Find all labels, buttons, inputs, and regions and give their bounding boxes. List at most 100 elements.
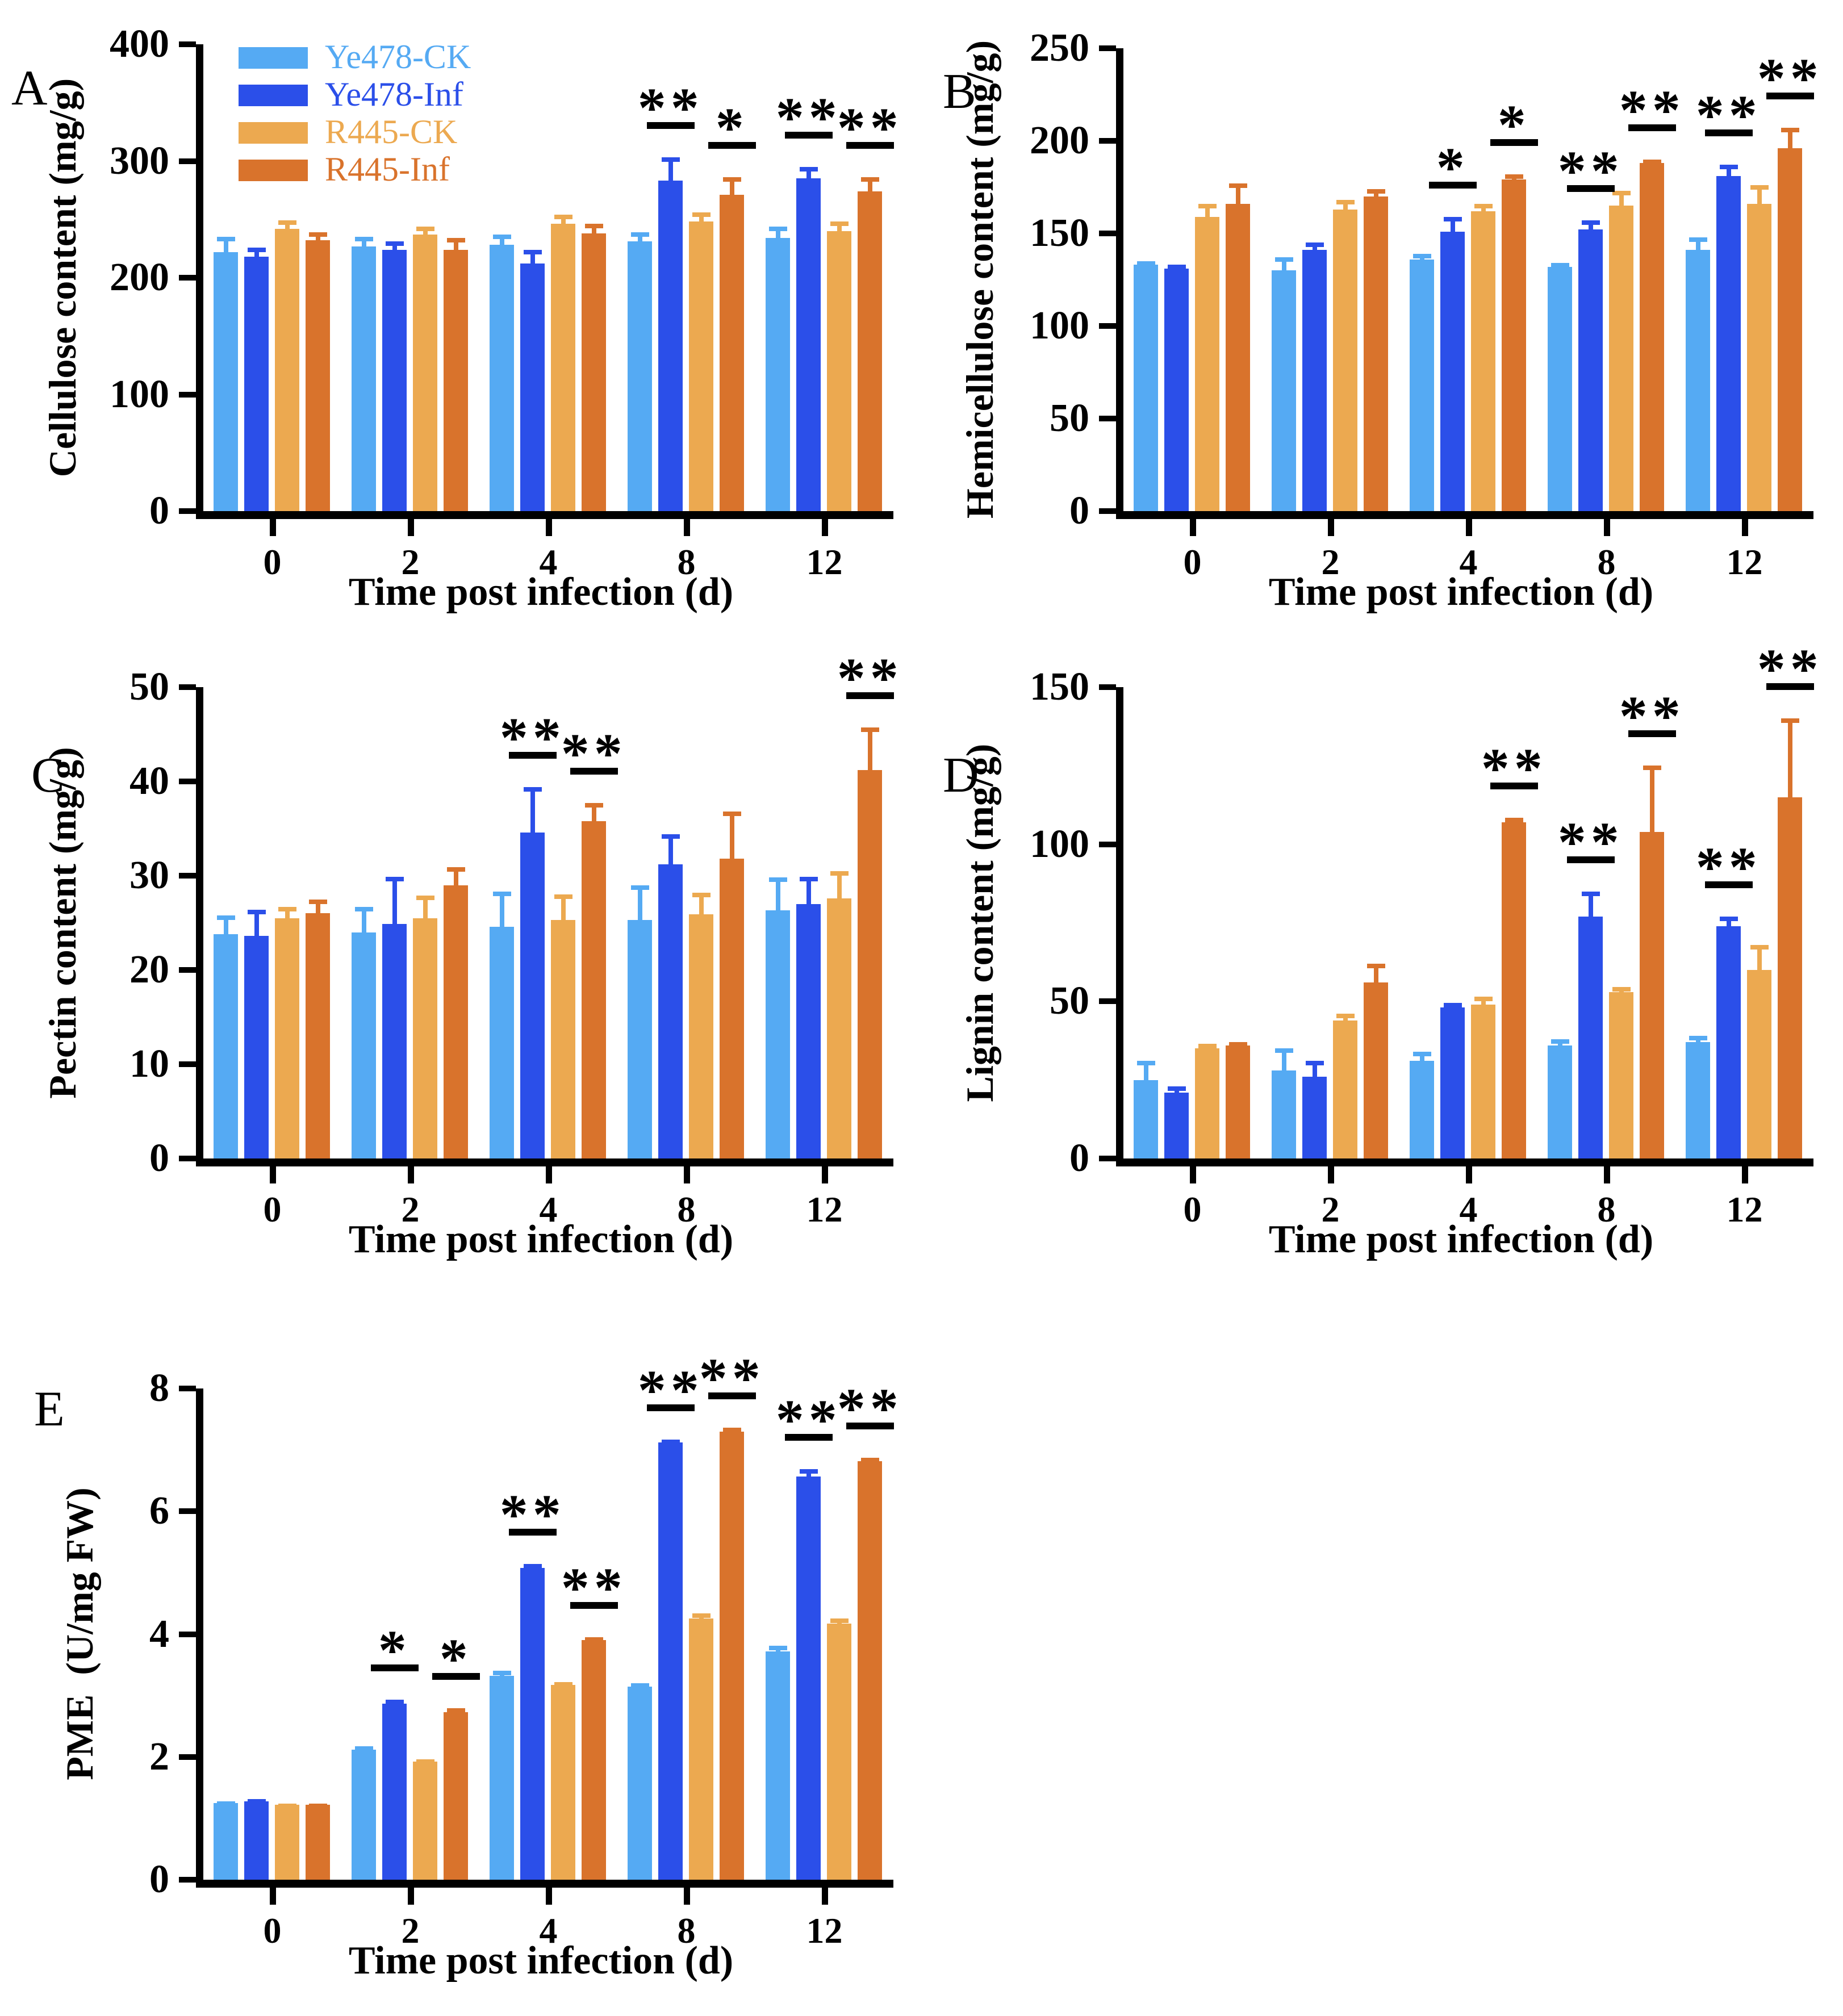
bar-ye478-ck-day12 <box>1686 1042 1711 1158</box>
panel-d-plot-area: 0 50 100 150 0 2 4 8 12 ** ** ** ** ** <box>1030 641 1819 1228</box>
error-bar <box>668 834 673 865</box>
error-bar <box>699 892 704 915</box>
error-bar-cap <box>354 1746 373 1751</box>
error-bar-cap <box>308 232 327 237</box>
panel-e: E PME (U/mg FW) 0 2 4 6 8 0 2 4 8 12 * * ** ** ** ** ** *… <box>0 1335 920 2016</box>
x-axis-tick-label: 12 <box>1726 1189 1763 1229</box>
significance-stars: ** <box>637 1358 704 1421</box>
error-bar-cap <box>1136 261 1155 266</box>
y-axis-tick-label: 200 <box>1030 119 1089 162</box>
legend-item-r445-inf: R445-Inf <box>239 152 450 189</box>
error-bar-cap <box>661 157 680 162</box>
bar-r445-inf-day4 <box>582 821 607 1158</box>
error-bar-cap <box>1228 183 1247 188</box>
bar-r445-ck-day8 <box>689 221 714 511</box>
error-bar <box>1143 1061 1148 1080</box>
x-axis-tick-label: 4 <box>539 1910 558 1951</box>
error-bar <box>1588 220 1593 230</box>
panel-c-plot-area: 0 10 20 30 40 50 0 2 4 8 12 ** ** ** <box>129 650 898 1228</box>
significance-stars: ** <box>837 96 903 160</box>
significance-line <box>1490 139 1538 146</box>
significance-line <box>708 142 756 149</box>
bar-ye478-ck-day8 <box>628 920 653 1158</box>
significance-line <box>508 751 557 759</box>
bar-ye478-ck-day8 <box>628 241 653 511</box>
significance-stars: ** <box>1757 47 1823 110</box>
bar-r445-inf-day4 <box>582 233 607 511</box>
error-bar-cap <box>247 1799 266 1804</box>
bar-r445-inf-day12 <box>858 770 883 1158</box>
significance-stars: ** <box>775 85 842 149</box>
error-bar-cap <box>1167 1086 1186 1091</box>
error-bar-cap <box>1643 766 1661 771</box>
y-axis-tick-label: 100 <box>1030 304 1089 348</box>
error-bar <box>837 871 842 898</box>
x-axis-tick-label: 8 <box>677 1910 696 1951</box>
significance-stars: ** <box>637 76 704 140</box>
significance-stars: ** <box>775 1387 842 1451</box>
legend-label-ye478-inf: Ye478-Inf <box>325 76 463 113</box>
x-axis-tick <box>1741 519 1748 536</box>
significance-line <box>1566 856 1615 863</box>
y-axis-tick-label: 300 <box>110 139 169 183</box>
bar-ye478-ck-day0 <box>214 1802 239 1880</box>
x-axis-tick-label: 8 <box>1597 1189 1616 1229</box>
bar-ye478-inf-day0 <box>244 936 269 1158</box>
error-bar-cap <box>1412 1051 1431 1056</box>
y-axis-tick-label: 2 <box>149 1734 169 1779</box>
panel-a-plot-area: 0 100 200 300 400 0 2 4 8 12 ** * ** ** Ye478-CK Ye478-… <box>110 24 898 580</box>
bar-r445-ck-day2 <box>413 918 438 1158</box>
bar-ye478-ck-day4 <box>490 245 515 511</box>
bar-ye478-ck-day0 <box>1134 265 1159 511</box>
error-bar-cap <box>385 1700 404 1705</box>
x-axis-tick-label: 2 <box>401 1910 420 1951</box>
error-bar-cap <box>830 871 849 876</box>
bar-ye478-ck-day12 <box>766 1651 791 1880</box>
bar-ye478-ck-day2 <box>352 1749 377 1880</box>
y-axis-tick-label: 150 <box>1030 665 1089 709</box>
error-bar <box>223 237 228 252</box>
error-bar-cap <box>1689 237 1707 242</box>
x-axis-tick-label: 0 <box>263 1189 282 1229</box>
y-axis-tick <box>1099 508 1116 514</box>
bar-r445-inf-day4 <box>1502 179 1527 511</box>
y-axis-tick <box>1099 138 1116 144</box>
bar-ye478-inf-day4 <box>520 1567 545 1880</box>
error-bar-cap <box>416 1759 434 1764</box>
x-axis-tick-label: 0 <box>263 542 282 582</box>
significance-stars: ** <box>1557 139 1624 203</box>
error-bar-cap <box>216 237 235 242</box>
y-axis-tick <box>1099 231 1116 236</box>
error-bar <box>1281 257 1286 271</box>
significance-line <box>646 1404 695 1411</box>
error-bar-cap <box>1474 997 1493 1002</box>
x-axis-tick-label: 8 <box>677 1189 696 1229</box>
y-axis-tick-label: 400 <box>110 22 169 66</box>
x-axis-tick-label: 4 <box>539 542 558 582</box>
y-axis-tick <box>1099 998 1116 1005</box>
bar-r445-inf-day0 <box>306 240 331 511</box>
error-bar-cap <box>1581 891 1600 896</box>
bar-r445-inf-day4 <box>1502 822 1527 1158</box>
x-axis-tick-label: 8 <box>1597 542 1616 582</box>
bar-r445-ck-day12 <box>827 898 852 1158</box>
significance-line <box>784 1433 833 1441</box>
error-bar-cap <box>446 238 465 243</box>
error-bar-cap <box>354 237 373 242</box>
x-axis-tick-label: 2 <box>401 542 420 582</box>
significance-line <box>784 131 833 139</box>
error-bar <box>1373 963 1378 983</box>
error-bar-cap <box>692 892 711 897</box>
significance-line <box>570 1601 618 1609</box>
y-axis-tick <box>179 1877 196 1883</box>
bar-r445-ck-day2 <box>413 1762 438 1880</box>
legend-item-r445-ck: R445-CK <box>239 115 457 151</box>
significance-stars: ** <box>1557 810 1624 873</box>
error-bar <box>1450 216 1455 232</box>
error-bar-cap <box>1443 216 1462 221</box>
y-axis-tick <box>179 779 196 784</box>
significance-line <box>846 692 894 700</box>
y-axis-tick <box>179 41 196 47</box>
panel-b: B Hemicellulose content (mg/g) 0 50 100 150… <box>920 0 1843 653</box>
bar-ye478-inf-day2 <box>382 923 407 1158</box>
